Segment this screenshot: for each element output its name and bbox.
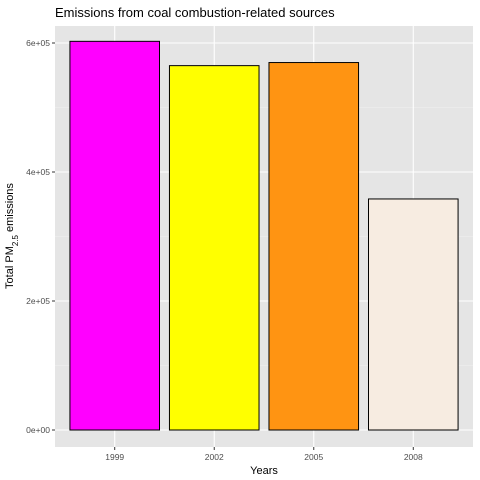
x-tick-label: 1999	[105, 452, 124, 462]
bar-2002	[169, 66, 259, 430]
y-tick-label: 4e+05	[26, 167, 50, 177]
x-axis-title: Years	[250, 465, 278, 477]
y-axis-title-main: Total PM	[4, 246, 16, 289]
y-axis-title-subscript: 2.5	[11, 234, 20, 246]
bar-2008	[369, 199, 459, 430]
y-tick-label: 2e+05	[26, 296, 50, 306]
bar-2005	[269, 63, 359, 430]
chart-title: Emissions from coal combustion-related s…	[55, 5, 335, 20]
x-tick-label: 2002	[205, 452, 224, 462]
x-axis: 1999 2002 2005 2008	[105, 447, 423, 462]
x-tick-label: 2008	[404, 452, 423, 462]
y-tick-label: 6e+05	[26, 38, 50, 48]
y-axis-title: Total PM2.5 emissions	[4, 183, 20, 289]
bar-1999	[70, 41, 160, 430]
x-tick-label: 2005	[304, 452, 323, 462]
y-axis: 0e+00 2e+05 4e+05 6e+05	[26, 38, 55, 435]
y-axis-title-tail: emissions	[4, 183, 16, 235]
y-tick-label: 0e+00	[26, 425, 50, 435]
